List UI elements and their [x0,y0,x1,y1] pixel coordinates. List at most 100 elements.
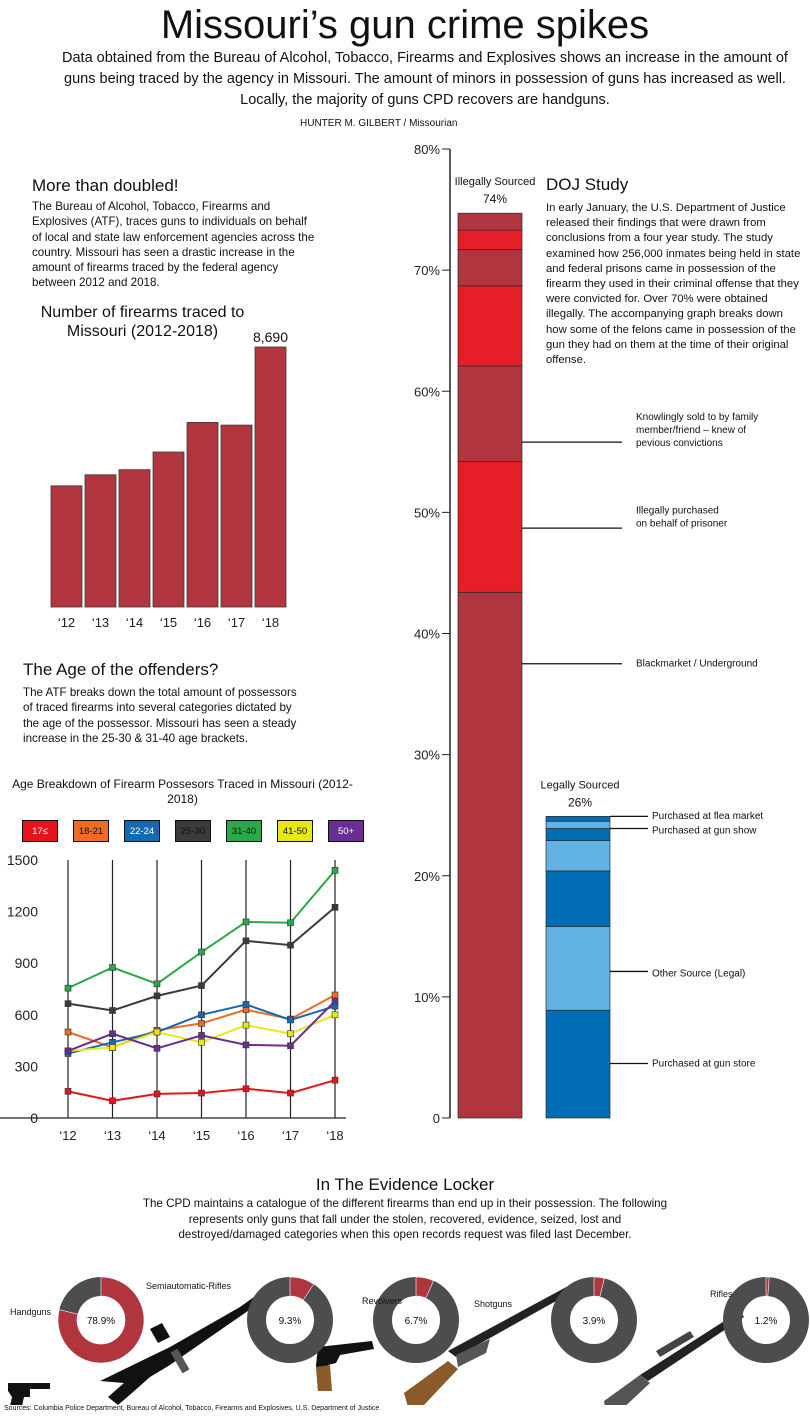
point-31-40-5 [287,919,294,927]
point-17≤-0 [64,1088,72,1095]
point-22-24-3 [198,1011,205,1019]
donut-category-4: Rifles [710,1289,733,1299]
handgun-icon [8,1383,50,1405]
doj-text: In early January, the U.S. Department of… [546,202,801,367]
line-x-label-6: ‘18 [326,1128,343,1143]
point-41-50-3 [198,1039,205,1046]
stack-0-segment-4 [457,249,523,287]
doj-heading: DOJ Study [546,175,629,194]
point-50+-4 [242,1041,250,1049]
bar-data-label-6: 8,690 [253,330,288,345]
stack-0-segment-1 [457,461,523,593]
donut-label-2: 6.7% [405,1316,428,1327]
point-25-30-6 [331,903,339,911]
doj-stacked-bar-chart: 0 10% 20% 30% 40% 50% 60% 70% 80% Illegally Sourc… [414,142,763,1126]
point-22-24-4 [242,1001,250,1008]
doj-y-tick-2: 20% [414,869,440,884]
stack-total-1: 26% [568,795,592,809]
point-41-50-5 [287,1030,294,1038]
point-18-21-3 [198,1020,205,1027]
line-y-tick-4: 1200 [7,904,38,920]
point-17≤-3 [198,1089,205,1097]
line-y-tick-0: 0 [30,1110,38,1126]
legend-item-31-40: 31-40 [226,820,262,842]
point-25-30-2 [153,992,161,1000]
donut-category-1: Semiautomatic-Rifles [146,1281,232,1291]
legend-item-50+: 50+ [328,820,364,842]
age-text: The ATF breaks down the total amount of … [23,686,297,745]
donut-slice-4 [765,1276,770,1297]
donut-label-1: 9.3% [279,1316,302,1327]
stack-1-segment-4 [545,828,611,841]
point-41-50-1 [109,1044,116,1051]
line-y-tick-2: 600 [15,1007,39,1023]
point-17≤-4 [242,1085,250,1093]
stack-1-segment-5 [545,820,611,829]
point-50+-0 [64,1047,72,1055]
doubled-heading: More than doubled! [32,176,179,195]
stack-0-segment-0 [457,591,523,1119]
leader-label-2: Blackmarket / Underground [636,659,758,670]
point-31-40-1 [109,964,116,971]
donut-slice-0 [57,1276,145,1364]
point-31-40-6 [331,867,339,874]
point-18-21-6 [331,991,339,999]
bar-2 [118,469,151,608]
point-31-40-3 [198,948,205,956]
doj-y-tick-7: 70% [414,263,440,278]
stack-0-segment-6 [457,212,523,231]
donut-label-4: 1.2% [755,1316,778,1327]
point-25-30-5 [287,941,294,949]
leader-label-6: Purchased at gun store [652,1058,756,1069]
stack-0-segment-2 [457,365,523,462]
line-y-tick-5: 1500 [7,852,38,868]
point-25-30-0 [64,1000,72,1007]
bar-x-label-3: ‘15 [160,615,177,630]
line-chart-legend: 17≤ 18-21 22-24 25-30 31-40 41-50 50+ [22,820,364,844]
point-41-50-6 [331,1011,339,1019]
bar-6 [254,346,287,608]
line-y-tick-1: 300 [15,1058,39,1074]
line-x-label-4: ‘16 [237,1128,254,1143]
line-x-label-1: ‘13 [104,1128,121,1143]
legend-item-22-24: 22-24 [124,820,160,842]
doj-y-tick-8: 80% [414,142,440,157]
point-50+-2 [153,1045,161,1052]
stack-name-1: Legally Sourced [541,779,620,791]
bar-chart-title: Number of firearms traced to Missouri (2… [40,304,245,340]
point-25-30-1 [109,1007,116,1014]
donut-category-3: Shotguns [474,1299,513,1309]
point-50+-3 [198,1032,205,1039]
byline: HUNTER M. GILBERT / Missourian [300,118,458,129]
point-18-21-0 [64,1028,72,1036]
age-breakdown-line-chart: ‘12 ‘13 ‘14 ‘15 ‘16 ‘17 ‘18 0 300 600 900 1200 1500 [0,852,346,1143]
legend-item-41-50: 41-50 [277,820,313,842]
line-x-label-0: ‘12 [59,1128,76,1143]
legend-item-17≤: 17≤ [22,820,58,842]
rifle-scoped-icon [604,1311,744,1405]
line-x-label-3: ‘15 [193,1128,210,1143]
bar-x-label-6: ‘18 [262,615,279,630]
line-x-label-2: ‘14 [148,1128,165,1143]
rifle-ar-icon [100,1287,272,1405]
point-17≤-5 [287,1089,294,1097]
donut-slice-1 [289,1276,315,1301]
stack-name-0: Illegally Sourced [455,176,536,188]
leader-label-5: Other Source (Legal) [652,969,745,980]
donut-slice-3 [593,1276,605,1298]
doubled-text: The Bureau of Alcohol, Tobacco, Firearms… [32,200,315,290]
locker-text: The CPD maintains a catalogue of the dif… [142,1197,668,1241]
donut-label-3: 3.9% [583,1316,606,1327]
page-title: Missouri’s gun crime spikes [160,3,650,47]
stack-1-segment-3 [545,840,611,872]
sources-note: Sources: Columbia Police Department, Bur… [4,1405,380,1412]
line-chart-title: Age Breakdown of Firearm Possesors Trace… [12,777,353,806]
point-31-40-2 [153,980,161,988]
bar-4 [186,421,219,608]
age-heading: The Age of the offenders? [23,660,219,679]
leader-label-1: Illegally purchased on behalf of prisoner [636,506,728,530]
point-25-30-3 [198,982,205,989]
revolver-icon [316,1341,374,1391]
intro-text: Data obtained from the Bureau of Alcohol… [62,50,788,108]
doj-y-tick-0: 0 [433,1111,440,1126]
